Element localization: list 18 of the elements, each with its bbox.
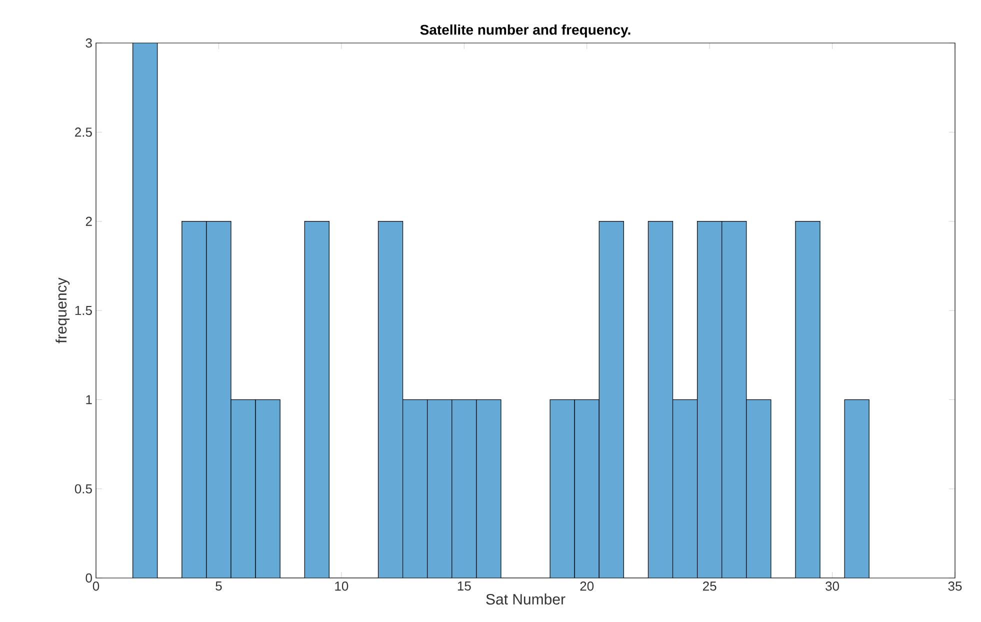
y-tick-label: 2 [86,216,92,226]
y-tick-label: 3 [86,38,92,48]
x-axis-title: Sat Number [486,594,566,605]
x-tick-label: 0 [92,582,100,591]
y-tick-label: 0 [86,573,92,583]
x-tick-label: 25 [703,582,716,591]
y-axis-title: frequency [56,278,70,344]
x-tick-label: 5 [216,582,222,591]
y-tick-label: 0.5 [74,484,92,494]
x-tick-label: 30 [826,582,840,591]
x-tick-label: 10 [335,582,348,591]
chart-title: Satellite number and frequency. [420,24,630,38]
y-tick-label: 1.5 [75,306,92,316]
x-tick-label: 15 [458,582,471,591]
y-tick-label: 1 [86,395,92,404]
y-tick-label: 2.5 [75,128,92,137]
x-tick-label: 35 [948,582,962,591]
x-tick-label: 20 [580,582,594,591]
